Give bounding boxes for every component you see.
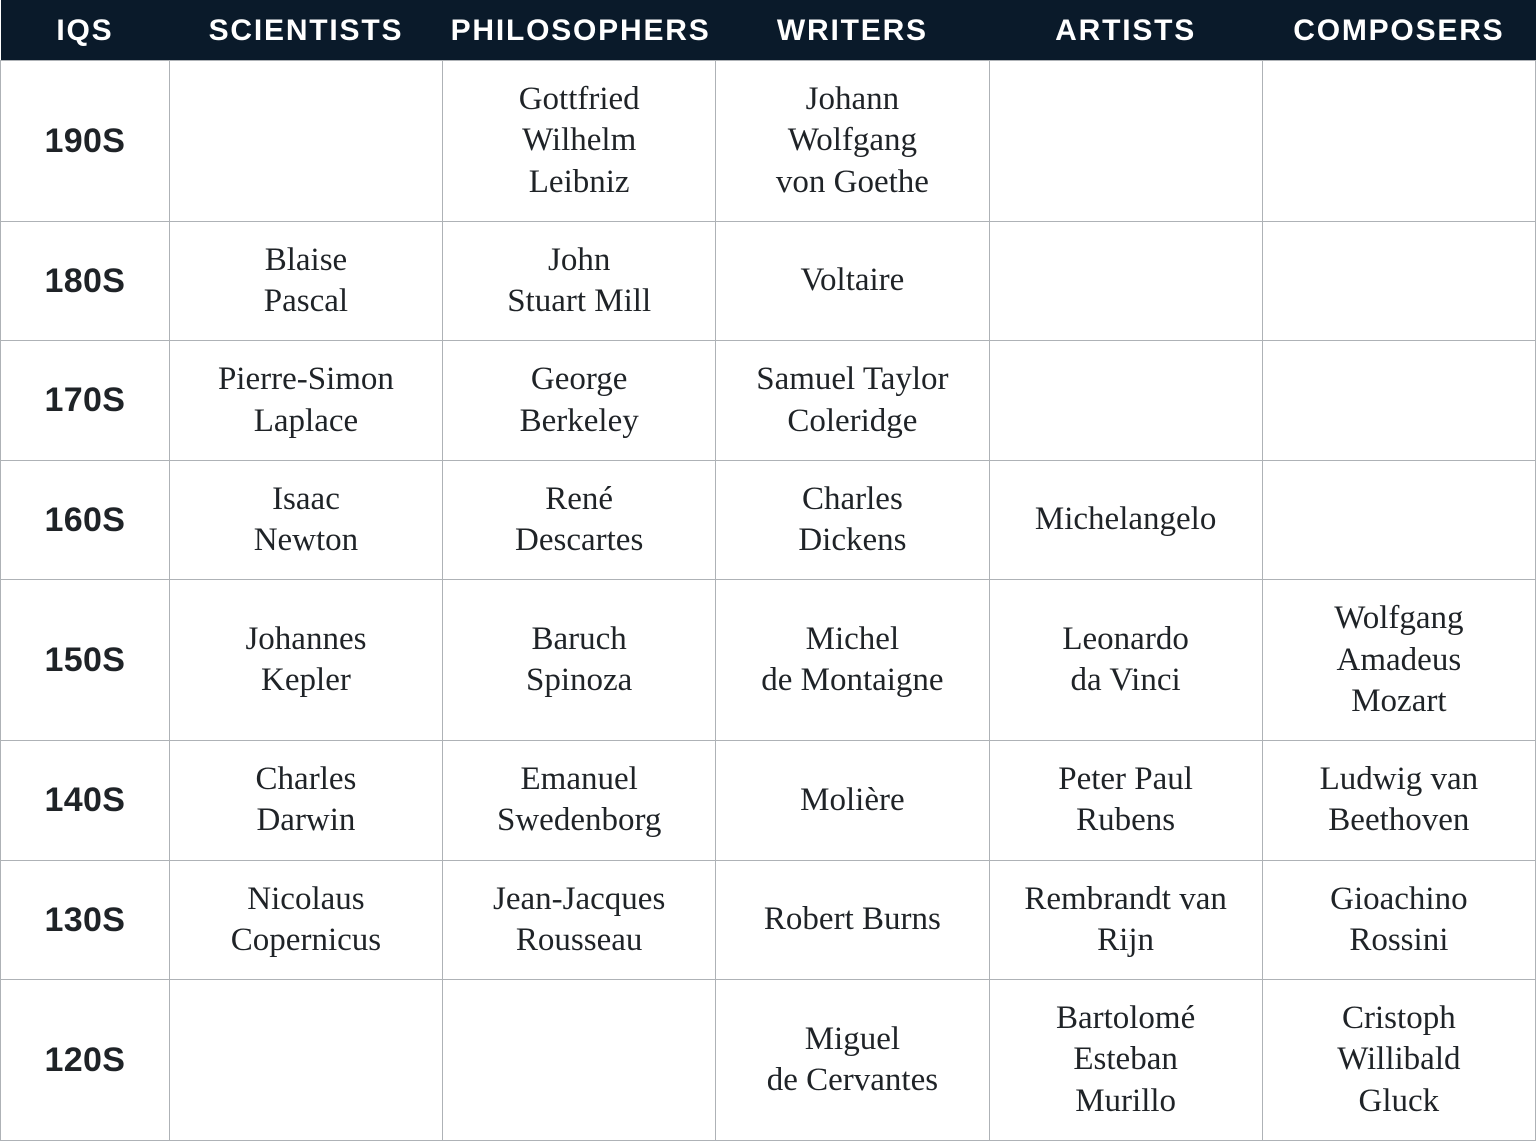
cell-writers: Voltaire: [716, 221, 989, 341]
cell-writers: Miguelde Cervantes: [716, 980, 989, 1141]
cell-composers: WolfgangAmadeusMozart: [1262, 580, 1535, 741]
cell-composers: [1262, 61, 1535, 222]
table-row: 180S BlaisePascal JohnStuart Mill Voltai…: [1, 221, 1536, 341]
cell-philosophers: Jean-JacquesRousseau: [443, 860, 716, 980]
row-label-iq: 180S: [1, 221, 170, 341]
table-row: 150S JohannesKepler BaruchSpinoza Michel…: [1, 580, 1536, 741]
col-header-philosophers: PHILOSOPHERS: [443, 0, 716, 61]
col-header-writers: WRITERS: [716, 0, 989, 61]
row-label-iq: 170S: [1, 341, 170, 461]
cell-writers: Michelde Montaigne: [716, 580, 989, 741]
cell-scientists: [169, 980, 442, 1141]
col-header-composers: COMPOSERS: [1262, 0, 1535, 61]
row-label-iq: 140S: [1, 741, 170, 861]
row-label-iq: 130S: [1, 860, 170, 980]
cell-writers: Robert Burns: [716, 860, 989, 980]
table-header: IQS SCIENTISTS PHILOSOPHERS WRITERS ARTI…: [1, 0, 1536, 61]
table-row: 140S CharlesDarwin EmanuelSwedenborg Mol…: [1, 741, 1536, 861]
cell-writers: JohannWolfgangvon Goethe: [716, 61, 989, 222]
cell-artists: [989, 221, 1262, 341]
cell-writers: Molière: [716, 741, 989, 861]
cell-composers: [1262, 460, 1535, 580]
row-label-iq: 160S: [1, 460, 170, 580]
cell-philosophers: GottfriedWilhelmLeibniz: [443, 61, 716, 222]
col-header-scientists: SCIENTISTS: [169, 0, 442, 61]
table-row: 160S IsaacNewton RenéDescartes CharlesDi…: [1, 460, 1536, 580]
cell-philosophers: JohnStuart Mill: [443, 221, 716, 341]
cell-philosophers: BaruchSpinoza: [443, 580, 716, 741]
cell-scientists: [169, 61, 442, 222]
cell-scientists: Pierre-SimonLaplace: [169, 341, 442, 461]
cell-philosophers: EmanuelSwedenborg: [443, 741, 716, 861]
cell-scientists: CharlesDarwin: [169, 741, 442, 861]
table-row: 120S Miguelde Cervantes BartoloméEsteban…: [1, 980, 1536, 1141]
cell-artists: Michelangelo: [989, 460, 1262, 580]
cell-writers: Samuel TaylorColeridge: [716, 341, 989, 461]
cell-scientists: JohannesKepler: [169, 580, 442, 741]
cell-scientists: IsaacNewton: [169, 460, 442, 580]
row-label-iq: 120S: [1, 980, 170, 1141]
cell-artists: [989, 61, 1262, 222]
cell-writers: CharlesDickens: [716, 460, 989, 580]
cell-composers: [1262, 341, 1535, 461]
cell-philosophers: RenéDescartes: [443, 460, 716, 580]
cell-artists: BartoloméEstebanMurillo: [989, 980, 1262, 1141]
cell-artists: Peter PaulRubens: [989, 741, 1262, 861]
cell-artists: [989, 341, 1262, 461]
row-label-iq: 150S: [1, 580, 170, 741]
cell-composers: Ludwig vanBeethoven: [1262, 741, 1535, 861]
cell-philosophers: GeorgeBerkeley: [443, 341, 716, 461]
table-row: 130S NicolausCopernicus Jean-JacquesRous…: [1, 860, 1536, 980]
cell-composers: CristophWillibaldGluck: [1262, 980, 1535, 1141]
cell-composers: [1262, 221, 1535, 341]
cell-artists: Rembrandt vanRijn: [989, 860, 1262, 980]
table-row: 190S GottfriedWilhelmLeibniz JohannWolfg…: [1, 61, 1536, 222]
cell-scientists: BlaisePascal: [169, 221, 442, 341]
cell-philosophers: [443, 980, 716, 1141]
col-header-artists: ARTISTS: [989, 0, 1262, 61]
row-label-iq: 190S: [1, 61, 170, 222]
table-body: 190S GottfriedWilhelmLeibniz JohannWolfg…: [1, 61, 1536, 1141]
cell-scientists: NicolausCopernicus: [169, 860, 442, 980]
cell-artists: Leonardoda Vinci: [989, 580, 1262, 741]
cell-composers: GioachinoRossini: [1262, 860, 1535, 980]
col-header-iqs: IQS: [1, 0, 170, 61]
iq-by-profession-table: IQS SCIENTISTS PHILOSOPHERS WRITERS ARTI…: [0, 0, 1536, 1141]
table-row: 170S Pierre-SimonLaplace GeorgeBerkeley …: [1, 341, 1536, 461]
